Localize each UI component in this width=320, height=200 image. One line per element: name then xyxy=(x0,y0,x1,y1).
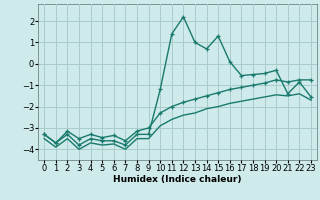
X-axis label: Humidex (Indice chaleur): Humidex (Indice chaleur) xyxy=(113,175,242,184)
